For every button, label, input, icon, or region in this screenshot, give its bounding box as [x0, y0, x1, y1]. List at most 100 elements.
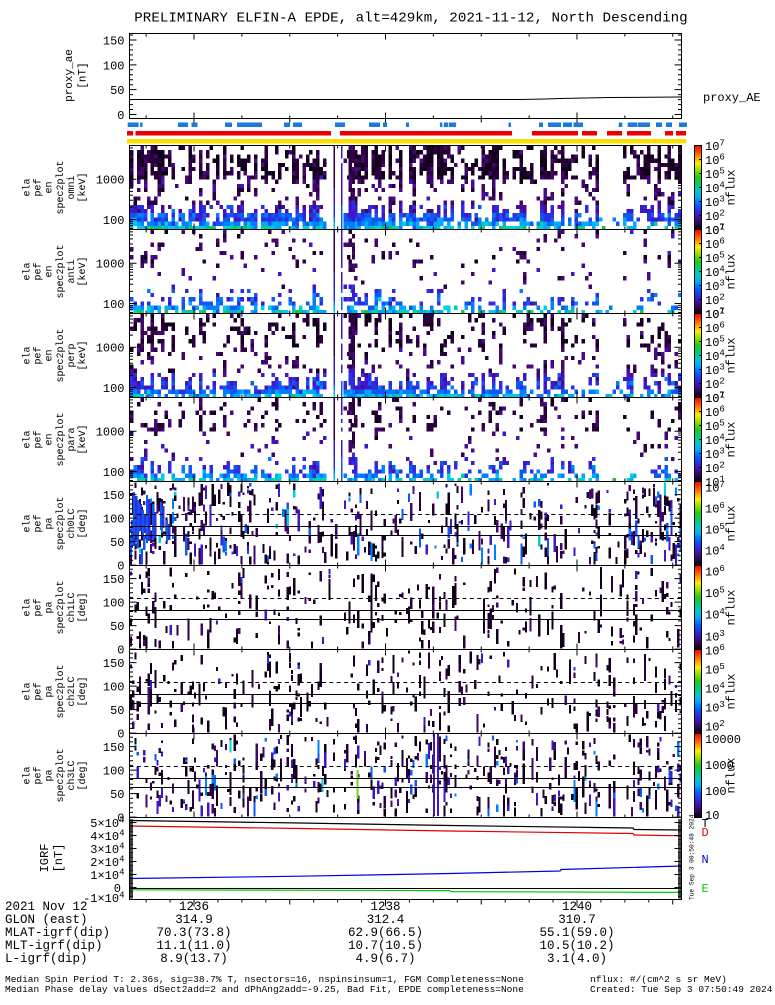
svg-text:pa: pa	[45, 769, 56, 781]
svg-text:150: 150	[103, 573, 125, 587]
svg-text:5×104: 5×104	[90, 815, 124, 831]
svg-text:Median Phase delay values dSec: Median Phase delay values dSect2add=2 an…	[5, 984, 524, 995]
svg-text:omni: omni	[66, 175, 78, 199]
svg-text:Tue Sep 3 00:50:48 2024: Tue Sep 3 00:50:48 2024	[689, 814, 696, 900]
svg-text:ch2LC: ch2LC	[66, 676, 78, 706]
svg-text:GLON (east): GLON (east)	[5, 913, 88, 927]
svg-text:70.3(73.8): 70.3(73.8)	[156, 926, 231, 940]
svg-text:1000: 1000	[96, 426, 125, 440]
svg-text:[keV]: [keV]	[77, 256, 89, 286]
svg-text:ela: ela	[22, 430, 34, 448]
svg-text:spec2plot: spec2plot	[55, 664, 67, 718]
svg-text:N: N	[702, 853, 709, 867]
svg-text:10: 10	[705, 809, 719, 823]
svg-text:pef: pef	[33, 766, 45, 784]
svg-text:50: 50	[110, 704, 124, 718]
svg-text:100: 100	[103, 680, 125, 694]
svg-text:11.1(11.0): 11.1(11.0)	[156, 939, 231, 953]
svg-text:[deg]: [deg]	[77, 760, 89, 790]
svg-text:100: 100	[103, 59, 125, 73]
svg-text:1000: 1000	[96, 258, 125, 272]
svg-text:nflux: nflux	[725, 505, 739, 541]
svg-text:ch3LC: ch3LC	[66, 760, 78, 790]
svg-text:100: 100	[103, 596, 125, 610]
svg-text:314.9: 314.9	[175, 913, 213, 927]
svg-text:8.9(13.7): 8.9(13.7)	[160, 952, 228, 966]
svg-text:perp: perp	[67, 343, 78, 367]
svg-text:ch0LC: ch0LC	[66, 508, 78, 538]
svg-text:en: en	[45, 349, 56, 361]
svg-text:pef: pef	[33, 598, 45, 616]
svg-text:100: 100	[103, 214, 125, 228]
svg-text:1000: 1000	[96, 342, 125, 356]
svg-text:Median Spin Period T: 2.36s, s: Median Spin Period T: 2.36s, sig=38.7% T…	[5, 974, 524, 985]
svg-text:spec2plot: spec2plot	[55, 580, 67, 634]
svg-text:100: 100	[103, 764, 125, 778]
svg-text:MLAT-igrf(dip): MLAT-igrf(dip)	[5, 926, 110, 940]
svg-text:IGRF: IGRF	[38, 844, 52, 873]
svg-text:pa: pa	[45, 517, 56, 529]
svg-text:2×104: 2×104	[90, 854, 124, 870]
svg-text:100: 100	[103, 466, 125, 480]
svg-text:1236: 1236	[179, 900, 209, 914]
svg-text:1000: 1000	[705, 759, 734, 773]
svg-text:4×104: 4×104	[90, 828, 124, 844]
svg-text:nflux: nflux	[725, 673, 739, 709]
svg-text:[keV]: [keV]	[77, 340, 89, 370]
svg-text:spec2plot: spec2plot	[55, 160, 67, 214]
svg-text:150: 150	[103, 657, 125, 671]
svg-text:anti: anti	[66, 259, 78, 283]
svg-text:3.1(4.0): 3.1(4.0)	[547, 952, 607, 966]
svg-text:pef: pef	[33, 178, 45, 196]
svg-text:1240: 1240	[562, 900, 592, 914]
svg-text:Created: Tue Sep 3 07:50:49 2: Created: Tue Sep 3 07:50:49 2024	[590, 984, 773, 995]
svg-text:ela: ela	[22, 178, 34, 196]
svg-text:0: 0	[114, 882, 121, 896]
svg-text:E: E	[702, 882, 709, 896]
svg-text:3×104: 3×104	[90, 841, 124, 857]
svg-text:55.1(59.0): 55.1(59.0)	[539, 926, 614, 940]
svg-text:100: 100	[103, 298, 125, 312]
svg-text:150: 150	[103, 489, 125, 503]
svg-text:310.7: 310.7	[558, 913, 596, 927]
svg-text:[nT]: [nT]	[78, 62, 90, 88]
svg-text:nflux: nflux	[725, 421, 739, 457]
svg-text:nflux: nflux	[725, 253, 739, 289]
svg-text:0: 0	[117, 811, 124, 825]
svg-text:0: 0	[117, 643, 124, 657]
svg-text:150: 150	[103, 35, 125, 49]
svg-text:pa: pa	[45, 601, 56, 613]
svg-text:ela: ela	[22, 766, 34, 784]
svg-text:50: 50	[110, 620, 124, 634]
svg-text:150: 150	[103, 741, 125, 755]
svg-text:nflux: nflux	[725, 337, 739, 373]
svg-text:[keV]: [keV]	[77, 172, 89, 202]
svg-text:0: 0	[117, 559, 124, 573]
svg-text:[keV]: [keV]	[77, 424, 89, 454]
svg-text:PRELIMINARY ELFIN-A EPDE, alt=: PRELIMINARY ELFIN-A EPDE, alt=429km, 202…	[134, 11, 687, 27]
svg-text:para: para	[67, 427, 78, 451]
svg-text:nflux: nflux	[725, 589, 739, 625]
svg-text:62.9(66.5): 62.9(66.5)	[348, 926, 423, 940]
svg-text:nflux: nflux	[725, 757, 739, 793]
svg-text:0: 0	[117, 109, 124, 123]
svg-text:100: 100	[705, 785, 727, 799]
svg-text:pef: pef	[33, 262, 45, 280]
svg-text:ch1LC: ch1LC	[66, 592, 78, 622]
svg-text:10000: 10000	[705, 733, 741, 747]
svg-text:1000: 1000	[96, 174, 125, 188]
svg-text:ela: ela	[22, 514, 34, 532]
svg-text:[deg]: [deg]	[77, 676, 89, 706]
svg-text:50: 50	[110, 536, 124, 550]
svg-text:spec2plot: spec2plot	[55, 496, 67, 550]
svg-text:[deg]: [deg]	[77, 592, 89, 622]
svg-text:-1×104: -1×104	[83, 891, 124, 907]
svg-text:en: en	[45, 265, 56, 277]
svg-text:[deg]: [deg]	[77, 508, 89, 538]
svg-text:ela: ela	[22, 346, 34, 364]
svg-text:pef: pef	[33, 514, 45, 532]
svg-text:[nT]: [nT]	[52, 844, 66, 873]
svg-text:1×104: 1×104	[90, 867, 124, 883]
svg-text:proxy_ae: proxy_ae	[64, 49, 76, 102]
svg-text:en: en	[45, 433, 56, 445]
